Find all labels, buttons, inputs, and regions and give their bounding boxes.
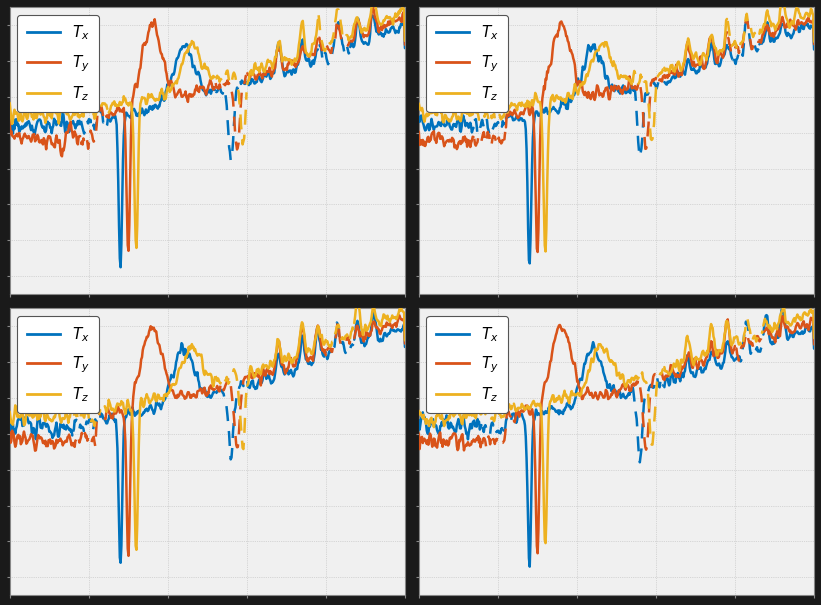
Legend: $T_x$, $T_y$, $T_z$: $T_x$, $T_y$, $T_z$ — [17, 316, 99, 413]
Legend: $T_x$, $T_y$, $T_z$: $T_x$, $T_y$, $T_z$ — [426, 316, 508, 413]
Legend: $T_x$, $T_y$, $T_z$: $T_x$, $T_y$, $T_z$ — [17, 15, 99, 113]
Legend: $T_x$, $T_y$, $T_z$: $T_x$, $T_y$, $T_z$ — [426, 15, 508, 113]
